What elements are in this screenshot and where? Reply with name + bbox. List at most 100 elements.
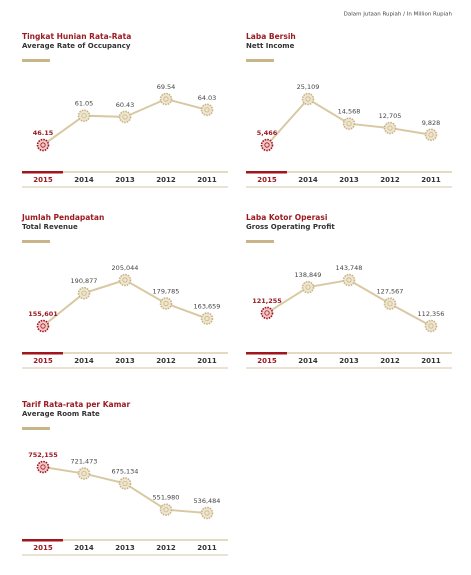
x-tick-label: 2014 [74,544,94,552]
value-label: 205,044 [112,264,139,272]
value-label: 60.43 [116,101,135,109]
x-tick-label: 2012 [380,357,400,365]
marker-core [81,113,87,119]
marker-core [40,142,46,148]
chart-title: Jumlah Pendapatan [21,213,104,222]
highlight-bar [22,171,63,174]
marker [118,110,132,124]
accent-bar [22,59,50,62]
marker-core [204,315,210,322]
marker-core [163,96,169,102]
x-tick-label: 2014 [74,357,94,365]
x-tick-label: 2012 [380,176,400,184]
marker-core [163,507,169,513]
value-label: 155,601 [28,310,58,318]
value-label: 143,748 [336,264,363,272]
value-label: 12,705 [379,112,402,120]
x-tick-label: 2013 [115,544,135,552]
marker [36,138,50,152]
value-label: 138,849 [295,271,322,279]
chart-subtitle: Average Rate of Occupancy [22,42,131,50]
value-label: 69.54 [157,83,176,91]
marker [424,128,438,142]
unit-note: Dalam Jutaan Rupiah / In Million Rupiah [344,12,453,18]
value-label: 14,568 [338,108,361,116]
value-label: 25,109 [297,83,320,91]
marker-core [204,107,210,113]
marker [301,92,315,106]
marker [424,319,438,333]
marker [77,109,91,122]
marker-core [122,480,128,487]
chart-subtitle: Nett Income [246,42,295,50]
x-tick-label: 2015 [33,357,53,365]
trend-line [42,278,208,327]
x-tick-label: 2012 [156,544,176,552]
marker-core [387,301,393,307]
marker-core [264,310,270,316]
marker-core [81,290,87,296]
chart-subtitle: Gross Operating Profit [246,223,335,231]
marker [159,503,173,516]
x-tick-label: 2013 [339,176,359,184]
value-label: 9,828 [422,119,441,127]
trend-line [266,278,432,327]
x-tick-label: 2014 [298,176,318,184]
marker-core [122,277,128,283]
marker-core [81,470,87,477]
x-tick-label: 2013 [339,357,359,365]
marker [383,297,397,311]
highlight-bar [22,352,63,355]
value-label: 551,980 [153,494,180,502]
marker [200,103,214,117]
marker [159,297,173,310]
marker [36,460,50,474]
marker [36,319,50,333]
marker [118,273,132,287]
chart-subtitle: Average Room Rate [22,410,100,418]
value-label: 64.03 [198,94,217,102]
accent-bar [246,240,274,243]
x-tick-label: 2013 [115,357,135,365]
marker-core [264,142,270,148]
chart-subtitle: Total Revenue [22,223,78,231]
marker-core [428,132,434,138]
value-label: 121,255 [252,297,282,305]
marker-core [163,300,169,307]
x-tick-label: 2011 [197,357,217,365]
value-label: 190,877 [71,277,98,285]
marker-core [204,510,210,516]
value-label: 179,785 [153,288,180,296]
chart-title: Tarif Rata-rata per Kamar [22,400,130,409]
accent-bar [246,59,274,62]
x-tick-label: 2014 [298,357,318,365]
x-tick-label: 2013 [115,176,135,184]
x-tick-label: 2015 [257,357,277,365]
highlight-bar [246,352,287,355]
marker-core [428,323,434,329]
marker-core [305,96,311,102]
marker [200,506,214,520]
highlight-bar [246,171,287,174]
value-label: 752,155 [28,451,58,459]
x-tick-label: 2014 [74,176,94,184]
chart-title: Laba Bersih [246,32,296,41]
marker [77,286,91,300]
x-tick-label: 2011 [197,544,217,552]
value-label: 61.05 [75,100,94,108]
marker [342,273,356,287]
value-label: 163,659 [194,303,221,311]
marker [260,138,274,152]
x-tick-label: 2015 [33,544,53,552]
marker-core [346,121,352,127]
accent-bar [22,240,50,243]
value-label: 675,134 [112,467,139,475]
value-label: 536,484 [194,497,221,505]
x-tick-label: 2015 [33,176,53,184]
marker [383,121,397,135]
chart-title: Tingkat Hunian Rata-Rata [22,32,131,41]
marker [301,280,315,294]
value-label: 5,466 [257,129,278,137]
x-tick-label: 2011 [197,176,217,184]
